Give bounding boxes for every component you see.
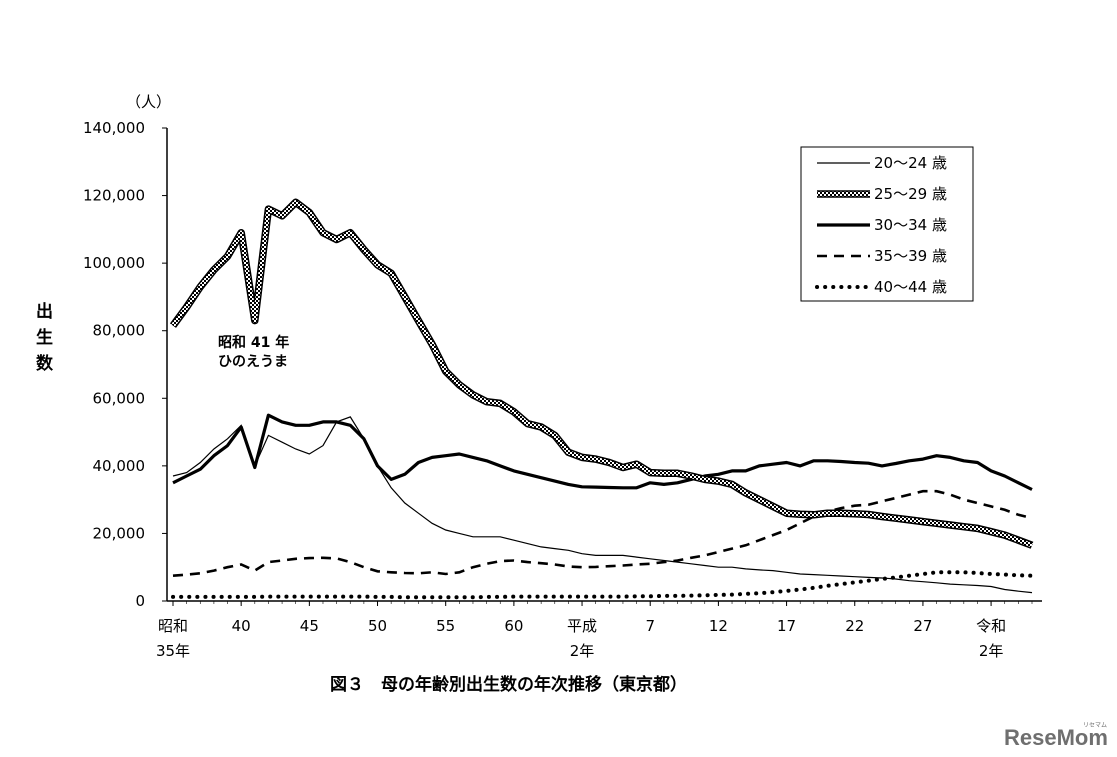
y-ticks: 0 20,000 40,000 60,000 80,000 100,000 120,000 1…	[83, 119, 167, 610]
y-tick-label: 140,000	[83, 119, 145, 137]
x-tick-label: 22	[845, 617, 864, 635]
resemom-logo-small-text: リセマム	[1083, 722, 1107, 729]
x-tick-label: 27	[913, 617, 932, 635]
resemom-logo-text: ReseMom	[1004, 725, 1108, 750]
y-tick-label: 20,000	[93, 524, 146, 542]
x-tick-label: 12	[709, 617, 728, 635]
legend-item: 35～39 歳	[817, 247, 947, 265]
axes	[166, 128, 1042, 602]
legend-label: 25～29 歳	[874, 185, 947, 203]
legend-item: 30～34 歳	[817, 216, 947, 234]
series-layer	[169, 198, 1034, 600]
x-tick-label: 昭和	[158, 617, 188, 635]
x-tick-label-line2: 2年	[979, 642, 1004, 660]
y-tick-label: 40,000	[93, 457, 146, 475]
resemom-logo: ReseMom リセマム	[1004, 722, 1108, 750]
x-ticks: 昭和 35年 40 45 50 55 60 平成 2年 7 12 17 22 27 令和 2年	[156, 601, 1033, 660]
legend-item: 40～44 歳	[815, 278, 947, 296]
y-tick-label: 80,000	[93, 322, 146, 340]
x-tick-label: 40	[232, 617, 251, 635]
x-tick-label: 45	[300, 617, 319, 635]
legend-item: 20～24 歳	[817, 154, 947, 172]
x-tick-label: 60	[504, 617, 523, 635]
x-tick-label: 7	[645, 617, 655, 635]
annotation-line-2: ひのえうま	[218, 354, 288, 370]
y-tick-label: 60,000	[93, 389, 146, 407]
legend-label: 35～39 歳	[874, 247, 947, 265]
series-line	[172, 489, 1033, 577]
series-line	[172, 413, 1033, 491]
x-tick-label: 55	[436, 617, 455, 635]
x-tick-label: 平成	[567, 617, 597, 635]
x-tick-label-line2: 35年	[156, 642, 190, 660]
y-tick-label: 100,000	[83, 254, 145, 272]
legend-label: 40～44 歳	[874, 278, 947, 296]
figure-caption: 図３ 母の年齢別出生数の年次推移（東京都）	[330, 674, 687, 695]
x-tick-label: 17	[777, 617, 796, 635]
y-axis-title: 出 生 数	[36, 301, 54, 374]
x-tick-label-line2: 2年	[570, 642, 595, 660]
annotation-line-1: 昭和 41 年	[218, 334, 289, 351]
annotation-hinoeuma: 昭和 41 年 ひのえうま	[218, 334, 289, 370]
y-axis-title-char: 出	[36, 301, 53, 322]
series-line	[171, 200, 1033, 548]
series-pattern	[169, 198, 1034, 549]
series-line	[172, 416, 1033, 594]
x-tick-label: 令和	[976, 617, 1006, 635]
legend: 20～24 歳 25～29 歳 30～34 歳 35～39 歳 40～44 歳	[800, 146, 974, 302]
y-unit-label: （人）	[126, 93, 171, 111]
y-axis-title-char: 数	[36, 353, 54, 374]
y-tick-label: 120,000	[83, 187, 145, 205]
x-tick-label: 50	[368, 617, 387, 635]
y-axis-title-char: 生	[36, 327, 53, 348]
series-thin	[172, 416, 1033, 594]
legend-item: 25～29 歳	[817, 185, 947, 203]
legend-label: 20～24 歳	[874, 154, 947, 172]
legend-label: 30～34 歳	[874, 216, 947, 234]
series-thick	[172, 413, 1033, 491]
y-tick-label: 0	[135, 592, 145, 610]
series-dotted	[171, 570, 1034, 600]
series-dashed	[172, 489, 1033, 577]
series-line	[171, 570, 1034, 600]
